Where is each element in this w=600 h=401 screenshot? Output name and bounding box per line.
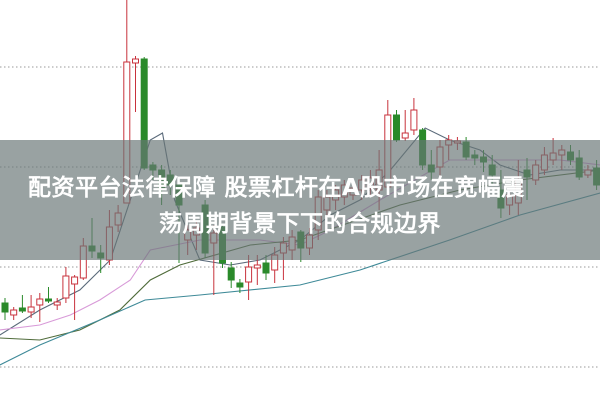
candle-down — [236, 282, 244, 288]
candle-up — [71, 276, 79, 285]
candle-down — [393, 114, 400, 141]
candle-down — [262, 262, 270, 274]
candle-up — [10, 309, 18, 316]
candle-down — [18, 307, 26, 312]
candle-down — [1, 302, 9, 313]
candle-up — [62, 275, 70, 299]
headline-banner — [0, 140, 600, 260]
headline-line-1: 配资平台法律保障 股票杠杆在A股市场在宽幅震 — [28, 175, 525, 201]
candle-up — [53, 301, 61, 306]
candle-up — [245, 266, 253, 283]
candle-up — [401, 132, 409, 139]
candle-up — [410, 109, 418, 131]
headline-line-2: 荡周期背景下下的合规边界 — [159, 211, 441, 237]
candle-up — [253, 264, 261, 269]
candle-up — [36, 298, 44, 306]
candle-up — [132, 58, 139, 64]
candle-down — [227, 267, 235, 281]
candle-up — [27, 306, 35, 313]
candle-down — [45, 298, 52, 302]
